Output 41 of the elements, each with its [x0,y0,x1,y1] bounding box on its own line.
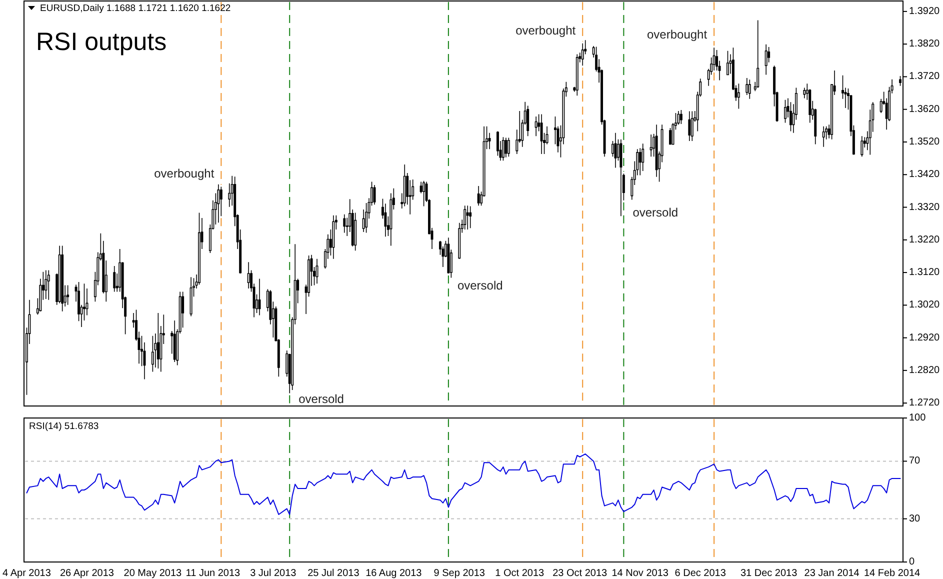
x-tick-label: 23 Jan 2014 [804,568,860,579]
y-tick-label: 1.3120 [909,267,940,278]
x-tick-label: 16 Aug 2013 [366,568,422,579]
y-tick-label: 1.3320 [909,202,940,213]
x-tick-label: 9 Sep 2013 [434,568,486,579]
y-tick-label: 100 [909,412,926,424]
x-tick-label: 4 Apr 2013 [2,568,52,579]
y-tick-label: 1.2920 [909,332,940,344]
x-tick-label: 11 Jun 2013 [186,568,241,579]
y-tick-label: 70 [909,456,921,467]
annotation: oversold [457,278,503,292]
annotation: overbought [154,166,215,181]
chart-title: RSI(14) 51.6783 [29,421,99,432]
y-tick-label: 1.3520 [909,136,940,148]
y-tick-label: 30 [909,513,921,524]
x-tick-label: 20 May 2013 [124,568,182,579]
x-tick-label: 23 Oct 2013 [552,568,608,579]
y-tick-label: 1.3420 [909,169,940,180]
y-tick-label: 1.2720 [909,398,940,409]
text: RSI outputs [36,28,167,56]
y-tick-label: 1.3820 [909,38,940,50]
annotation: oversold [632,205,678,220]
y-tick-label: 0 [909,556,915,568]
x-tick-label: 26 Apr 2013 [60,568,114,579]
x-tick-label: 14 Feb 2014 [864,568,921,579]
x-tick-label: 31 Dec 2013 [740,568,798,579]
x-tick-label: 1 Oct 2013 [495,568,545,579]
y-tick-label: 1.3220 [909,234,940,246]
annotation: overbought [516,23,576,38]
x-tick-label: 6 Dec 2013 [674,568,726,579]
y-tick-label: 1.3620 [909,104,940,115]
annotation: overbought [647,28,708,42]
y-tick-label: 1.2820 [909,364,940,376]
x-tick-label: 14 Nov 2013 [612,568,669,579]
x-tick-label: 3 Jul 2013 [250,568,297,579]
y-tick-label: 1.3720 [909,71,940,82]
y-tick-label: 1.3920 [909,6,940,17]
chart-subtitle: EURUSD,Daily 1.1688 1.1721 1.1620 1.1622 [40,3,231,14]
annotation: oversold [298,392,344,406]
x-tick-label: 25 Jul 2013 [308,568,360,579]
y-tick-label: 1.3020 [909,300,940,311]
